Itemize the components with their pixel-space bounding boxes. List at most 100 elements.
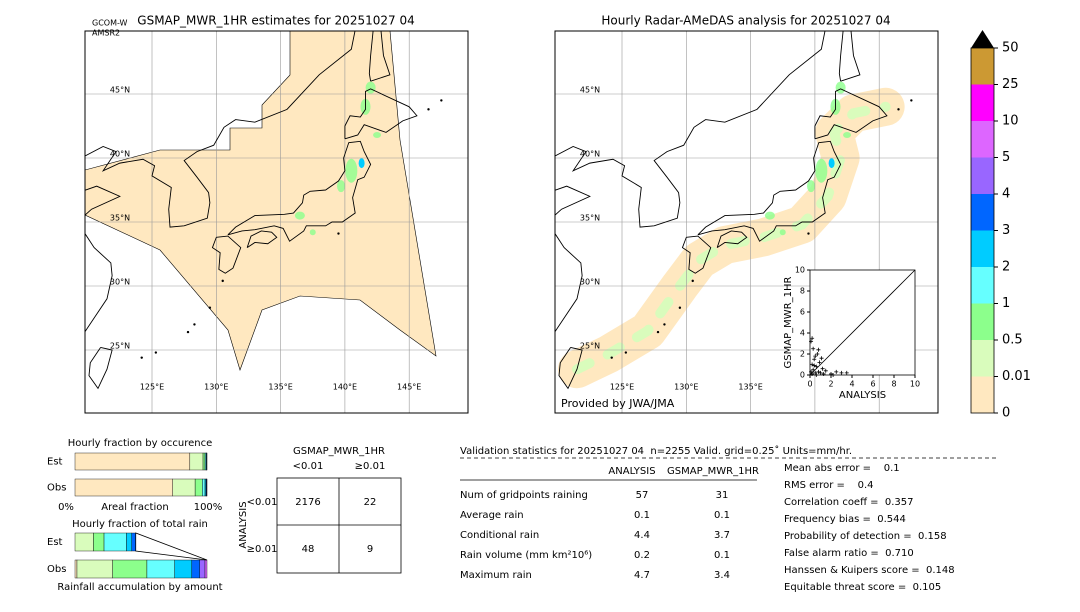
island xyxy=(691,279,694,283)
colorbar-segment xyxy=(971,121,994,158)
rain-area xyxy=(779,229,786,236)
bar-chart-title: Hourly fraction by occurence xyxy=(68,438,212,449)
colorbar-segment xyxy=(971,157,994,194)
bar-segment xyxy=(103,532,127,552)
rain-area xyxy=(843,131,852,138)
colorbar-segment xyxy=(971,48,994,85)
scatter-point xyxy=(811,346,816,351)
scatter-point xyxy=(814,364,819,369)
score: Frequency bias = 0.544 xyxy=(784,514,906,525)
row-label: Obs xyxy=(47,564,66,575)
colorbar-tick-label: 2 xyxy=(1002,260,1010,275)
lon-label: 125°E xyxy=(140,383,164,392)
island xyxy=(208,306,212,309)
stats-value: 4.7 xyxy=(634,570,650,581)
rain-area xyxy=(815,158,828,183)
stats-value: 31 xyxy=(716,490,729,501)
lon-label: 145°E xyxy=(397,383,421,392)
scatter-point xyxy=(823,368,828,373)
x-label: 0% xyxy=(58,502,74,513)
stats-column: GSMAP_MWR_1HR xyxy=(667,466,759,477)
score: Probability of detection = 0.158 xyxy=(784,531,947,542)
stats-label: Average rain xyxy=(460,510,524,521)
coastline xyxy=(88,347,113,390)
x-label: 100% xyxy=(194,502,223,513)
score: False alarm ratio = 0.710 xyxy=(784,548,914,559)
lat-label: 45°N xyxy=(110,86,130,95)
lat-label: 45°N xyxy=(580,86,600,95)
bar-segment xyxy=(74,559,78,579)
score: Hanssen & Kuipers score = 0.148 xyxy=(784,565,955,576)
colorbar-segment xyxy=(971,376,994,413)
bar-segment xyxy=(199,559,206,579)
scatter-point xyxy=(820,366,825,371)
coastline xyxy=(368,31,391,82)
coastline xyxy=(681,235,712,274)
table-title: GSMAP_MWR_1HR xyxy=(293,446,385,457)
lat-label: 30°N xyxy=(110,278,130,287)
column-header: <0.01 xyxy=(293,461,324,472)
diagonal xyxy=(809,269,916,376)
island xyxy=(678,306,682,309)
colorbar-tick-label: 0.01 xyxy=(1002,369,1031,384)
row-header: ≥0.01 xyxy=(247,544,278,555)
y-tick-label: 8 xyxy=(800,287,805,296)
island xyxy=(897,108,900,111)
scatter-point xyxy=(816,369,821,374)
island xyxy=(610,356,613,359)
colorbar-segment xyxy=(971,230,994,267)
scatter-point xyxy=(810,336,815,341)
lat-label: 30°N xyxy=(580,278,600,287)
coastline xyxy=(697,140,842,242)
x-tick-label: 0 xyxy=(807,380,812,389)
scatter-point xyxy=(831,373,836,377)
bar-segment xyxy=(76,559,113,579)
x-tick-label: 10 xyxy=(910,380,920,389)
y-tick-label: 0 xyxy=(800,371,805,380)
score: Equitable threat score = 0.105 xyxy=(784,582,941,593)
coastline xyxy=(227,140,372,242)
bar-segment xyxy=(189,452,204,471)
connector xyxy=(135,532,208,561)
rain-area xyxy=(807,180,816,193)
x-label: Rainfall accumulation by amount xyxy=(57,582,222,593)
x-tick-label: 8 xyxy=(891,380,896,389)
rain-area xyxy=(373,131,382,138)
island xyxy=(656,330,660,334)
stats-label: Num of gridpoints raining xyxy=(460,490,588,501)
island xyxy=(663,323,666,326)
score: Correlation coeff = 0.357 xyxy=(784,497,914,508)
rain-area xyxy=(309,229,316,236)
lat-label: 35°N xyxy=(110,214,130,223)
lon-label: 130°E xyxy=(204,383,228,392)
colorbar-tick-label: 0 xyxy=(1002,406,1010,421)
row-header: <0.01 xyxy=(247,497,278,508)
stats-column: ANALYSIS xyxy=(608,466,655,477)
colorbar-tick-label: 3 xyxy=(1002,223,1010,238)
stats-value: 4.4 xyxy=(634,530,650,541)
rain-core xyxy=(358,158,365,169)
colorbar-segment xyxy=(971,267,994,304)
table-cell: 9 xyxy=(367,544,373,555)
scatter-point xyxy=(810,362,815,367)
bar-segment xyxy=(131,532,136,552)
row-label: Est xyxy=(47,457,63,468)
stats-value: 0.1 xyxy=(634,510,650,521)
scatter-point xyxy=(811,367,816,372)
scatter-point xyxy=(829,371,833,376)
lat-label: 35°N xyxy=(580,214,600,223)
x-tick-label: 6 xyxy=(870,380,875,389)
right-map-frame xyxy=(554,30,939,414)
score: Mean abs error = 0.1 xyxy=(784,463,900,474)
colorbar-tick-label: 0.5 xyxy=(1002,333,1023,348)
scatter-point xyxy=(834,369,839,374)
bar-segment xyxy=(74,532,94,552)
rain-area xyxy=(835,81,846,94)
stats-value: 3.7 xyxy=(714,530,730,541)
stats-value: 0.2 xyxy=(634,550,650,561)
right-map xyxy=(555,31,938,413)
table-cell: 22 xyxy=(364,497,377,508)
row-title: ANALYSIS xyxy=(238,501,249,548)
lat-label: 40°N xyxy=(580,150,600,159)
left-map-title: GSMAP_MWR_1HR estimates for 20251027 04 xyxy=(137,14,414,28)
